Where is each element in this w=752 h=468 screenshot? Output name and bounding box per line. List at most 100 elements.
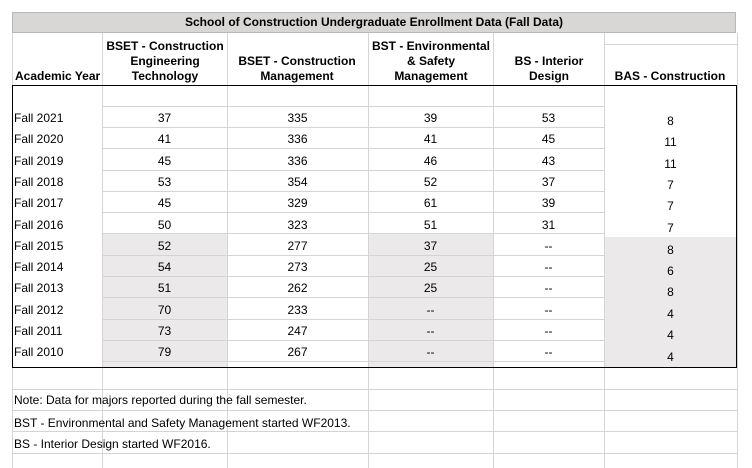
value-cell-bas-c: 8	[667, 114, 674, 128]
row-divider	[102, 233, 604, 234]
note-row-divider	[12, 410, 737, 411]
year-cell: Fall 2019	[14, 153, 64, 168]
value-cell-bst-esm: 51	[423, 217, 438, 232]
value-cell-bset-cm: 267	[287, 345, 308, 360]
table-title: School of Construction Undergraduate Enr…	[12, 12, 736, 33]
value-cell-bst-esm: 37	[423, 238, 438, 253]
column-divider	[604, 33, 605, 468]
value-cell-bset-cm: 354	[287, 174, 308, 189]
row-divider	[102, 340, 604, 341]
row-divider	[102, 361, 604, 362]
value-cell-bs-id: --	[544, 281, 553, 296]
year-cell: Fall 2017	[14, 196, 64, 211]
value-cell-bs-id: --	[544, 238, 553, 253]
row-divider	[102, 276, 604, 277]
row-divider	[102, 127, 604, 128]
value-cell-bst-esm: 25	[423, 281, 438, 296]
value-cell-bset-cm: 262	[287, 281, 308, 296]
value-cell-bs-id: 53	[541, 111, 556, 125]
value-cell-bs-id: 37	[541, 174, 556, 189]
value-cell-bst-esm: 46	[423, 153, 438, 168]
year-cell: Fall 2020	[14, 132, 64, 147]
value-cell-bst-esm: --	[426, 345, 435, 360]
value-cell-bas-c: 7	[667, 199, 674, 214]
header-bs-interior-design: BS - Interior Design	[514, 54, 584, 83]
note-bs-start: BS - Interior Design started WF2016.	[14, 437, 211, 451]
value-cell-bset-cet: 52	[157, 238, 172, 253]
row-divider	[102, 148, 604, 149]
value-cell-bst-esm: --	[426, 302, 435, 317]
value-cell-bset-cet: 45	[157, 196, 172, 211]
header-bset-construction-engineering-technology: BSET - Construction Engineering Technolo…	[106, 39, 224, 83]
value-cell-bset-cet: 79	[157, 345, 172, 360]
header-academic-year: Academic Year	[15, 69, 101, 83]
value-cell-bset-cm: 336	[287, 132, 308, 147]
note-bst-start: BST - Environmental and Safety Managemen…	[14, 416, 351, 430]
value-cell-bset-cm: 336	[287, 153, 308, 168]
row-divider	[102, 191, 604, 192]
value-cell-bset-cet: 54	[157, 260, 172, 275]
note-row-divider	[12, 431, 737, 432]
value-cell-bset-cm: 329	[287, 196, 308, 211]
value-cell-bset-cet: 45	[157, 153, 172, 168]
value-cell-bset-cm: 335	[287, 111, 308, 125]
year-cell: Fall 2011	[14, 324, 63, 338]
value-cell-bs-id: --	[544, 260, 553, 275]
value-cell-bst-esm: 41	[423, 132, 438, 147]
value-cell-bset-cet: 70	[157, 302, 172, 317]
value-cell-bset-cm: 247	[287, 324, 308, 338]
value-cell-bst-esm: 39	[423, 111, 438, 125]
year-cell: Fall 2015	[14, 238, 64, 253]
year-cell: Fall 2010	[14, 345, 64, 360]
row-divider	[102, 297, 604, 298]
header-divider	[604, 44, 737, 45]
value-cell-bas-c: 7	[667, 220, 674, 235]
value-cell-bset-cm: 233	[287, 302, 308, 317]
value-cell-bst-esm: 25	[423, 260, 438, 275]
value-cell-bset-cet: 53	[157, 174, 172, 189]
year-cell: Fall 2016	[14, 217, 64, 232]
value-cell-bset-cm: 323	[287, 217, 308, 232]
year-cell: Fall 2013	[14, 281, 64, 296]
outer-border	[737, 33, 738, 468]
value-cell-bst-esm: 61	[423, 196, 438, 211]
shaded-block	[605, 237, 736, 368]
value-cell-bs-id: --	[544, 302, 553, 317]
year-cell: Fall 2014	[14, 260, 64, 275]
column-divider	[368, 33, 369, 468]
year-cell: Fall 2012	[14, 302, 64, 317]
value-cell-bas-c: 4	[667, 306, 674, 321]
value-cell-bs-id: --	[544, 324, 553, 338]
column-divider	[493, 33, 494, 468]
note-row-divider	[12, 389, 737, 390]
column-divider	[102, 33, 103, 468]
value-cell-bs-id: 43	[541, 153, 556, 168]
row-divider	[102, 319, 604, 320]
year-cell: Fall 2018	[14, 174, 64, 189]
value-cell-bset-cet: 41	[157, 132, 172, 147]
year-cell: Fall 2021	[14, 111, 64, 125]
value-cell-bs-id: --	[544, 345, 553, 360]
value-cell-bas-c: 6	[667, 264, 674, 279]
value-cell-bas-c: 4	[667, 350, 674, 365]
value-cell-bset-cet: 50	[157, 217, 172, 232]
header-bas-construction: BAS - Construction	[614, 69, 726, 83]
row-divider	[102, 106, 604, 107]
value-cell-bas-c: 8	[667, 285, 674, 300]
value-cell-bset-cet: 51	[157, 281, 172, 296]
value-cell-bset-cet: 37	[157, 111, 172, 125]
header-bset-construction-management: BSET - Construction Management	[238, 54, 356, 83]
row-divider	[102, 212, 604, 213]
row-divider	[102, 170, 604, 171]
note-row-divider	[12, 453, 737, 454]
value-cell-bas-c: 7	[667, 177, 674, 192]
value-cell-bset-cm: 273	[287, 260, 308, 275]
row-divider	[102, 255, 604, 256]
value-cell-bst-esm: --	[426, 324, 435, 338]
value-cell-bas-c: 11	[664, 135, 677, 150]
value-cell-bas-c: 4	[667, 328, 674, 342]
value-cell-bset-cm: 277	[287, 238, 308, 253]
value-cell-bs-id: 45	[541, 132, 556, 147]
value-cell-bs-id: 39	[541, 196, 556, 211]
